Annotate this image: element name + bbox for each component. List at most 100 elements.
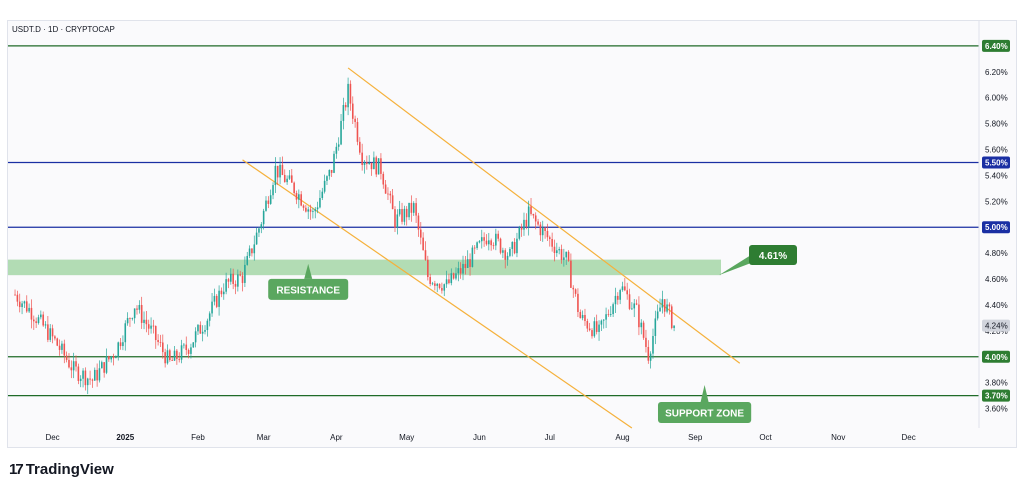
candle-body-178 [431,283,434,285]
candle-body-103 [255,232,258,245]
candle-body-20 [61,343,63,350]
candle-body-64 [164,352,166,364]
candle-body-246 [591,330,593,337]
candle-body-29 [82,370,84,379]
candle-body-260 [624,286,626,291]
y-tick-label-7: 4.60% [985,275,1008,284]
candle-body-254 [609,314,612,315]
candle-body-234 [563,257,565,261]
candle-body-212 [511,241,514,249]
candle-body-76 [192,342,195,348]
candle-body-37 [101,362,103,369]
candle-body-207 [499,238,502,253]
candle-body-102 [253,244,256,254]
level-tag-text-4: 3.70% [985,392,1008,401]
candle-body-52 [136,308,138,310]
candle-body-136 [333,153,335,173]
candle-body-240 [577,293,579,313]
annotation-pointer-0 [304,263,313,279]
x-tick-label-5: May [399,433,414,442]
level-tag-2 [982,221,1010,234]
candle-body-108 [267,200,270,204]
candle-body-203 [490,240,492,246]
y-tick-label-8: 4.40% [985,301,1008,310]
annotation-text-1: SUPPORT ZONE [665,408,744,419]
candle-body-154 [375,157,378,175]
candle-body-111 [274,165,277,186]
annotation-box-0 [268,278,349,300]
candle-body-281 [673,325,675,329]
candle-body-262 [628,294,631,309]
candle-body-214 [516,238,518,254]
candle-body-221 [532,213,535,216]
candle-body-93 [232,273,234,284]
candle-body-49 [129,318,131,319]
candle-body-25 [72,361,75,371]
candle-body-277 [663,299,666,312]
candle-body-61 [157,340,159,343]
candle-body-274 [656,311,659,319]
candle-body-259 [621,286,624,291]
candle-body-231 [556,250,558,254]
y-tick-label-10: 3.80% [985,379,1008,388]
y-tick-label-2: 5.80% [985,120,1008,129]
y-tick-label-5: 5.20% [985,197,1008,206]
candle-body-238 [572,287,575,290]
candle-body-232 [558,249,560,251]
candle-body-210 [506,255,509,260]
candle-body-119 [293,182,295,193]
candle-body-134 [328,169,331,177]
candle-body-215 [518,227,521,239]
y-tick-label-4: 5.40% [985,171,1008,180]
level-tag-text-1: 5.50% [985,158,1008,167]
candle-body-248 [595,321,598,332]
candle-body-26 [75,361,77,367]
candle-body-33 [91,379,94,381]
candle-body-264 [633,303,636,309]
candle-body-256 [614,295,617,305]
candle-body-60 [154,326,157,341]
candle-body-190 [459,268,462,274]
candle-body-45 [119,342,122,347]
candle-body-1 [16,294,19,302]
channel-upper-line [347,67,741,364]
candle-body-251 [602,319,605,321]
zone-label-pointer [719,255,751,276]
chart-area[interactable] [7,20,1017,448]
candle-body-145 [354,118,356,122]
candle-body-227 [546,230,549,238]
candle-body-202 [488,240,490,245]
level-tag-text-0: 6.40% [985,42,1008,51]
candle-body-67 [171,360,173,361]
candle-body-128 [314,209,317,212]
annotation-text-0: RESISTANCE [276,285,340,296]
candle-body-242 [581,315,584,319]
candle-body-16 [51,328,54,337]
annotations: 4.61% RESISTANCE SUPPORT ZONE [268,245,797,423]
y-tick-label-6: 4.80% [985,249,1008,258]
candle-body-98 [244,264,246,283]
level-tag-1 [982,156,1010,169]
candle-body-149 [363,162,366,165]
candle-body-193 [466,259,469,268]
candle-body-177 [429,277,431,284]
candle-body-255 [612,304,614,315]
candle-body-114 [281,164,284,175]
candle-body-185 [448,279,450,284]
candle-body-138 [337,144,340,147]
candle-body-129 [316,207,319,210]
candle-body-205 [495,233,497,246]
candle-body-112 [276,165,279,178]
candle-body-77 [194,331,197,343]
candle-body-21 [63,343,66,356]
y-tick-label-0: 6.20% [985,68,1008,77]
candle-body-175 [424,250,427,260]
candle-body-115 [283,174,286,183]
candle-body-53 [138,304,141,310]
candle-body-8 [32,319,35,322]
candle-body-142 [347,83,349,108]
candle-body-135 [330,169,333,173]
candle-body-69 [176,350,178,359]
zone-label-text: 4.61% [759,251,787,262]
